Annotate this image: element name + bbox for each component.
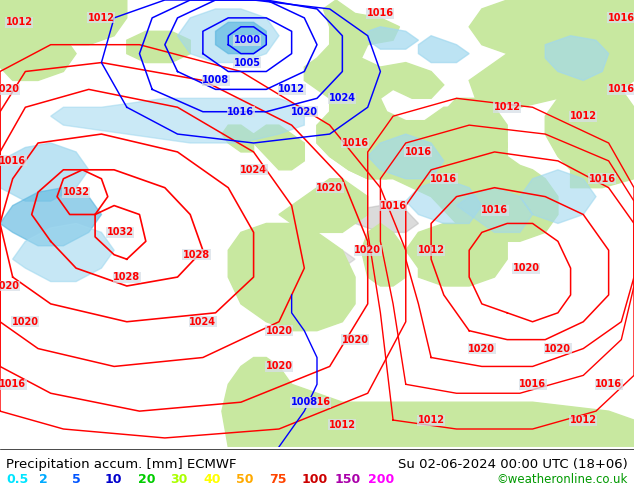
Polygon shape	[222, 358, 634, 447]
Text: 1016: 1016	[608, 84, 634, 95]
Text: 1012: 1012	[329, 419, 356, 430]
Polygon shape	[456, 188, 533, 232]
Text: 1012: 1012	[6, 17, 32, 27]
Text: 1020: 1020	[469, 343, 495, 354]
Text: 1024: 1024	[190, 317, 216, 327]
Text: 1016: 1016	[380, 200, 406, 211]
Text: 1028: 1028	[183, 250, 210, 260]
Text: 1012: 1012	[88, 13, 115, 23]
Polygon shape	[406, 223, 507, 286]
Text: 1016: 1016	[430, 174, 457, 184]
Text: ©weatheronline.co.uk: ©weatheronline.co.uk	[496, 473, 628, 486]
Text: 1028: 1028	[113, 272, 140, 282]
Text: 1012: 1012	[278, 84, 305, 95]
Polygon shape	[520, 170, 596, 223]
Text: 1020: 1020	[266, 326, 292, 336]
Text: 1012: 1012	[494, 102, 521, 112]
Polygon shape	[0, 0, 127, 53]
Polygon shape	[418, 36, 469, 63]
Text: 1000: 1000	[234, 35, 261, 45]
Text: 1012: 1012	[418, 245, 444, 255]
Polygon shape	[317, 107, 558, 241]
Text: 1016: 1016	[519, 379, 546, 390]
Polygon shape	[545, 89, 634, 188]
Text: 5: 5	[72, 473, 81, 486]
Polygon shape	[279, 179, 368, 232]
Polygon shape	[0, 27, 76, 80]
Text: 1008: 1008	[291, 397, 318, 407]
Text: 1020: 1020	[354, 245, 381, 255]
Text: 1032: 1032	[107, 227, 134, 237]
Text: Su 02-06-2024 00:00 UTC (18+06): Su 02-06-2024 00:00 UTC (18+06)	[398, 458, 628, 471]
Text: 1016: 1016	[0, 156, 26, 166]
Polygon shape	[0, 143, 89, 201]
Text: 1008: 1008	[202, 75, 229, 85]
Polygon shape	[368, 27, 418, 49]
Polygon shape	[51, 98, 304, 143]
Text: 1020: 1020	[266, 362, 292, 371]
Text: 1016: 1016	[304, 397, 330, 407]
Polygon shape	[13, 223, 114, 282]
Text: 50: 50	[236, 473, 254, 486]
Polygon shape	[406, 179, 482, 223]
Text: 40: 40	[204, 473, 221, 486]
Polygon shape	[368, 134, 444, 179]
Text: 1016: 1016	[342, 138, 368, 148]
Polygon shape	[292, 246, 355, 268]
Text: 1020: 1020	[316, 183, 343, 193]
Text: 1016: 1016	[608, 13, 634, 23]
Text: 100: 100	[302, 473, 328, 486]
Text: 1024: 1024	[329, 93, 356, 103]
Text: 1020: 1020	[545, 343, 571, 354]
Text: 1020: 1020	[0, 84, 20, 95]
Text: 150: 150	[335, 473, 361, 486]
Text: 30: 30	[171, 473, 188, 486]
Polygon shape	[216, 23, 266, 53]
Text: 1020: 1020	[12, 317, 39, 327]
Polygon shape	[127, 31, 190, 63]
Text: 1016: 1016	[595, 379, 622, 390]
Text: 1016: 1016	[589, 174, 616, 184]
Text: 1005: 1005	[234, 57, 261, 68]
Text: 1032: 1032	[63, 187, 89, 197]
Polygon shape	[469, 53, 558, 107]
Text: 1016: 1016	[481, 205, 508, 215]
Polygon shape	[178, 9, 279, 63]
Text: 1020: 1020	[342, 335, 368, 344]
Text: 2: 2	[39, 473, 48, 486]
Text: 1012: 1012	[570, 415, 597, 425]
Polygon shape	[380, 98, 507, 188]
Text: 1020: 1020	[513, 263, 540, 273]
Polygon shape	[304, 0, 444, 179]
Polygon shape	[361, 223, 406, 286]
Polygon shape	[545, 36, 609, 80]
Text: 1024: 1024	[240, 165, 267, 175]
Text: 1016: 1016	[367, 8, 394, 19]
Text: 0.5: 0.5	[6, 473, 29, 486]
Text: 1020: 1020	[291, 107, 318, 117]
Text: Precipitation accum. [mm] ECMWF: Precipitation accum. [mm] ECMWF	[6, 458, 237, 471]
Polygon shape	[0, 188, 101, 246]
Text: 1016: 1016	[0, 379, 26, 390]
Text: 1016: 1016	[228, 107, 254, 117]
Polygon shape	[254, 125, 304, 170]
Text: 200: 200	[368, 473, 394, 486]
Text: 1020: 1020	[0, 281, 20, 291]
Text: 1012: 1012	[418, 415, 444, 425]
Text: 1012: 1012	[570, 111, 597, 121]
Text: 1016: 1016	[405, 147, 432, 157]
Polygon shape	[355, 206, 418, 232]
Polygon shape	[228, 223, 355, 331]
Text: 20: 20	[138, 473, 155, 486]
Polygon shape	[222, 125, 254, 152]
Text: 75: 75	[269, 473, 287, 486]
Polygon shape	[469, 0, 634, 107]
Text: 10: 10	[105, 473, 122, 486]
